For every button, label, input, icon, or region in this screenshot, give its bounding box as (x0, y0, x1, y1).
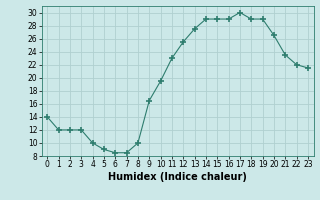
X-axis label: Humidex (Indice chaleur): Humidex (Indice chaleur) (108, 172, 247, 182)
